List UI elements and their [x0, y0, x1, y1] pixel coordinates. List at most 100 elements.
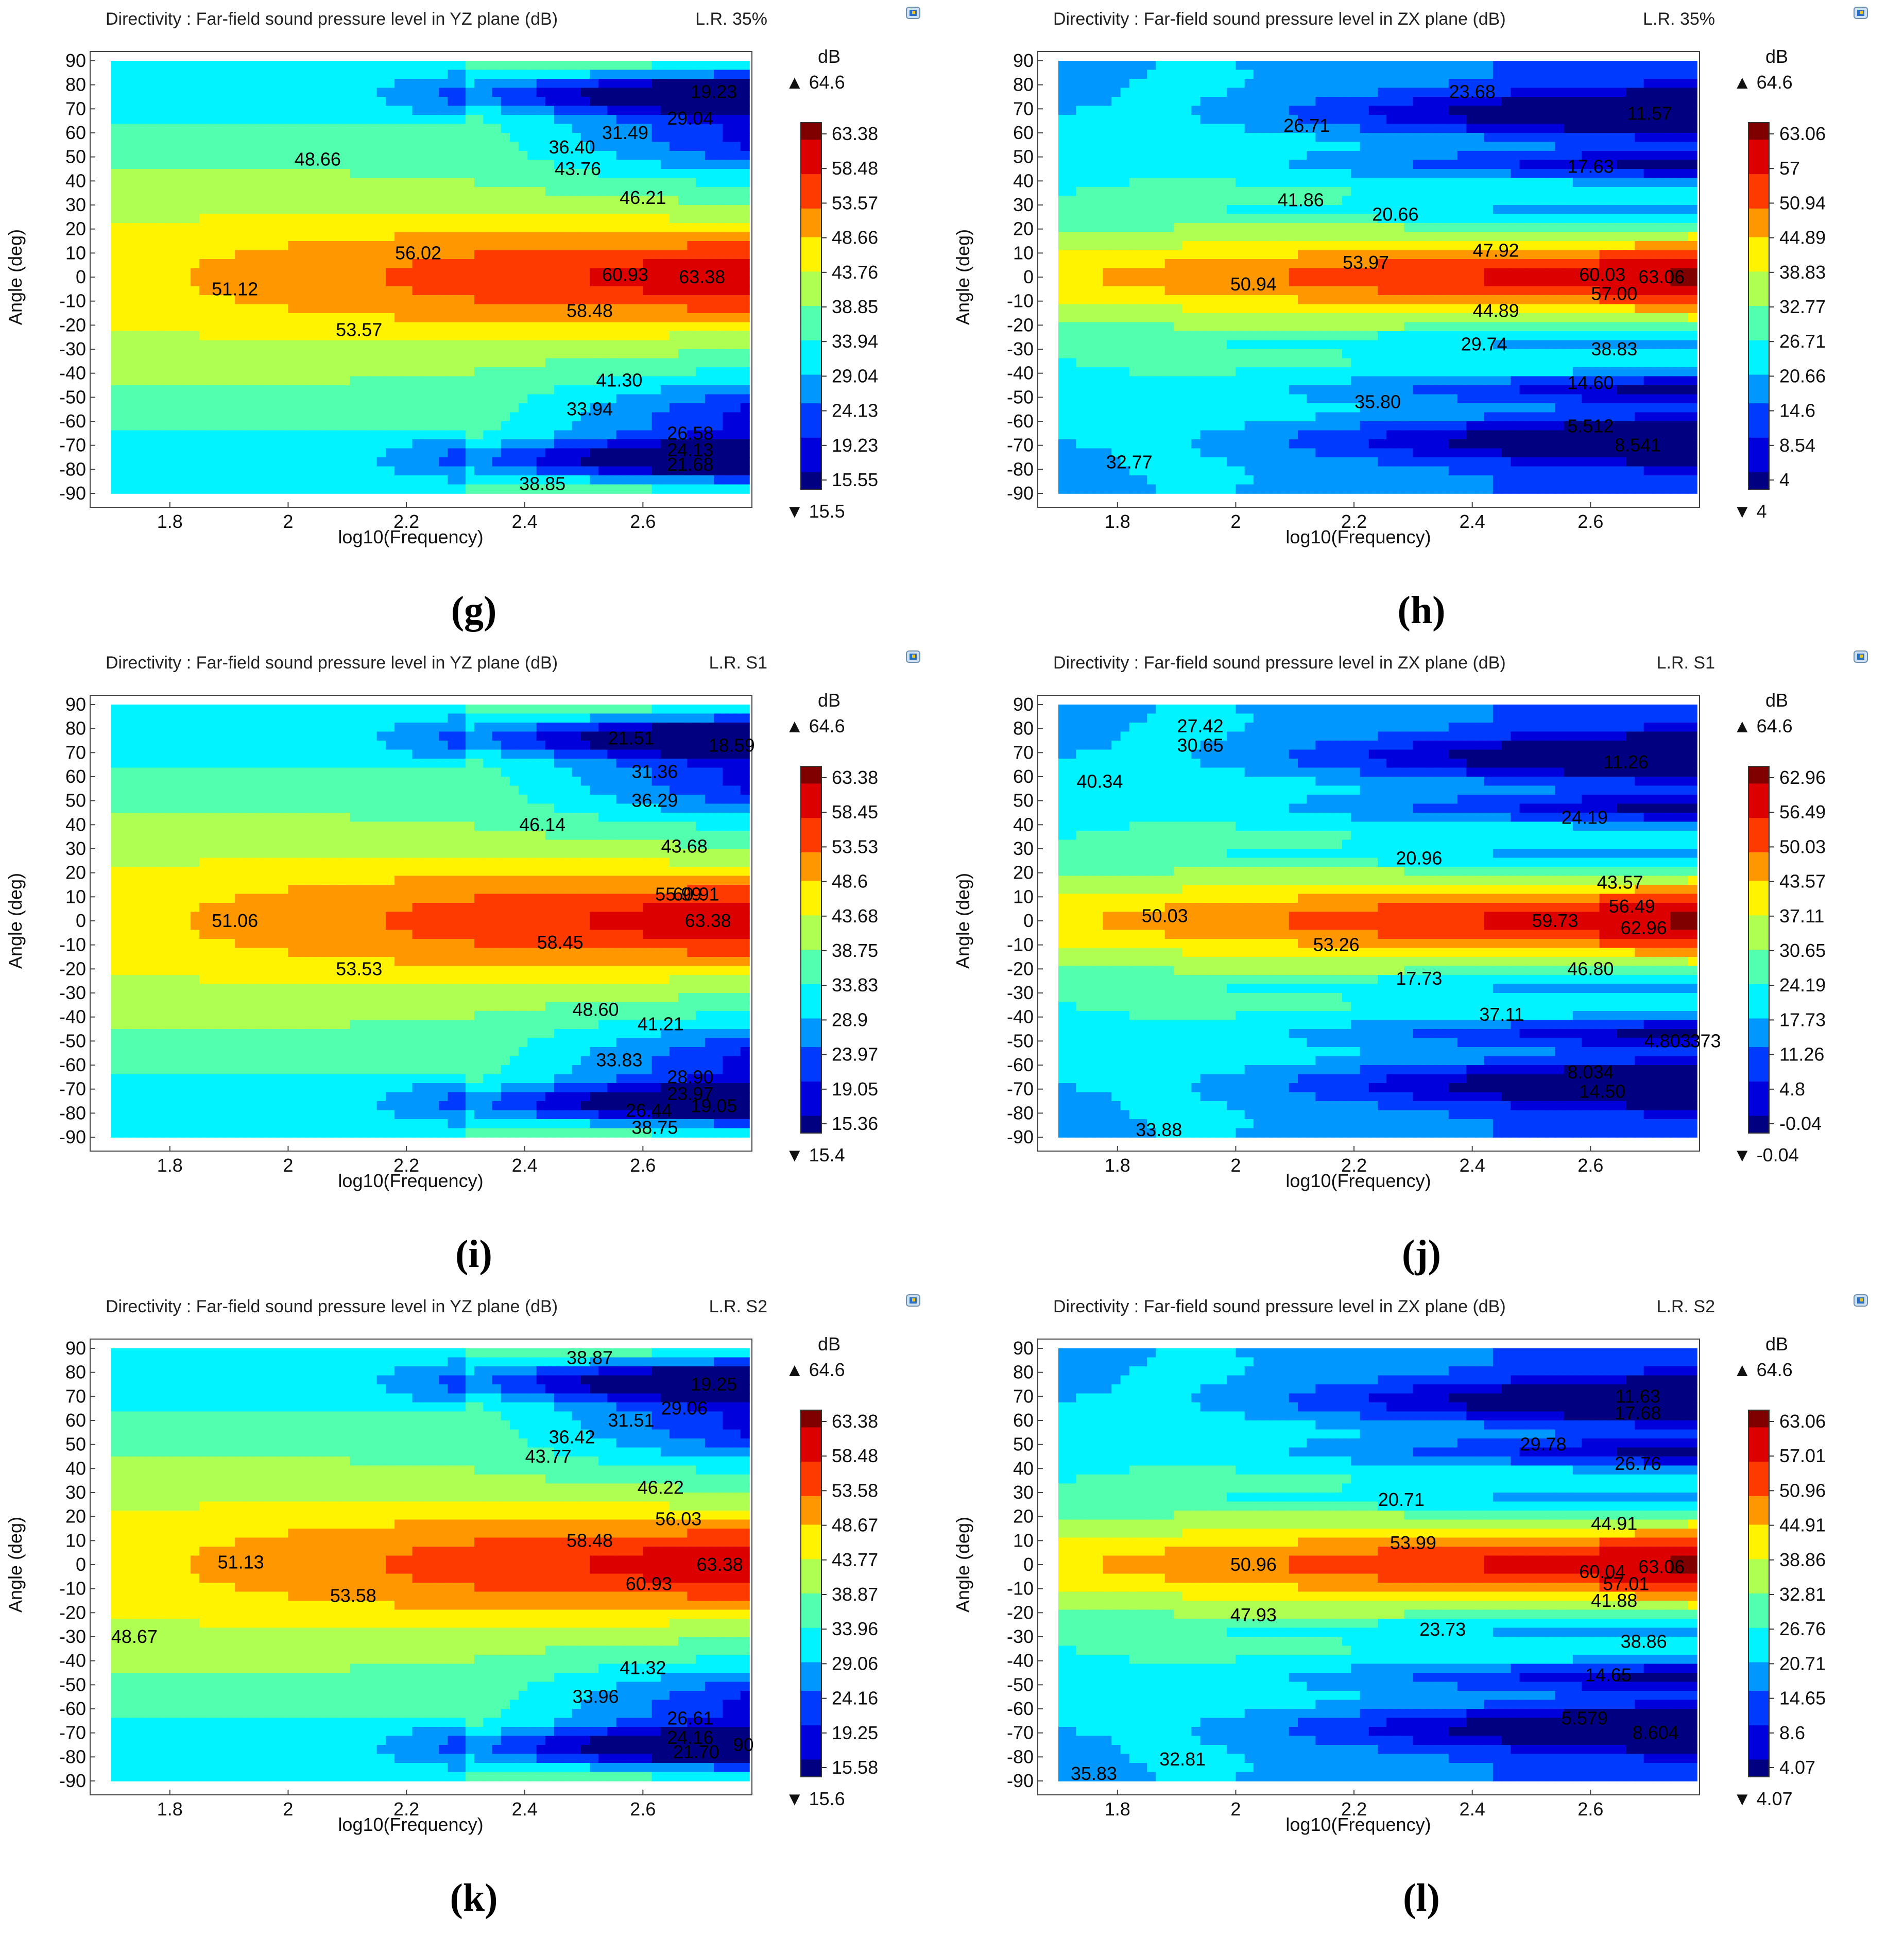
heatmap-cell	[1244, 133, 1254, 143]
heatmap-cell	[519, 250, 528, 260]
heatmap-cell	[1298, 124, 1307, 133]
heatmap-cell	[1262, 403, 1272, 413]
heatmap-cell	[590, 79, 599, 89]
heatmap-cell	[474, 250, 484, 260]
heatmap-cell	[270, 367, 280, 377]
contour-label: 31.49	[602, 122, 648, 143]
heatmap-cell	[208, 133, 218, 143]
contour-label: 60.93	[602, 264, 648, 285]
heatmap-cell	[421, 268, 431, 278]
heatmap-cell	[323, 115, 333, 125]
heatmap-cell	[448, 61, 457, 71]
colorbar-band	[801, 352, 821, 358]
heatmap-cell	[430, 475, 439, 485]
heatmap-cell	[226, 268, 235, 278]
heatmap-cell	[261, 358, 271, 368]
heatmap-cell	[598, 331, 608, 341]
heatmap-cell	[421, 79, 431, 89]
heatmap-cell	[1236, 466, 1245, 476]
heatmap-cell	[315, 295, 324, 305]
heatmap-cell	[208, 232, 218, 242]
heatmap-cell	[1173, 421, 1183, 431]
heatmap-cell	[660, 394, 670, 404]
heatmap-cell	[1227, 115, 1237, 125]
heatmap-cell	[1236, 79, 1245, 89]
heatmap-cell	[1191, 178, 1201, 187]
heatmap-cell	[1280, 475, 1290, 485]
heatmap-cell	[385, 196, 395, 205]
heatmap-cell	[643, 70, 653, 79]
heatmap-cell	[235, 394, 245, 404]
heatmap-cell	[1236, 115, 1245, 125]
heatmap-cell	[590, 196, 599, 205]
heatmap-cell	[1173, 349, 1183, 359]
heatmap-cell	[607, 205, 617, 215]
heatmap-cell	[315, 250, 324, 260]
heatmap-cell	[705, 97, 714, 107]
heatmap-cell	[119, 61, 129, 71]
heatmap-cell	[1111, 277, 1121, 287]
heatmap-cell	[1182, 88, 1192, 97]
heatmap-cell	[368, 331, 378, 341]
heatmap-cell	[1173, 97, 1183, 107]
heatmap-cell	[527, 79, 537, 89]
heatmap-cell	[191, 286, 200, 296]
heatmap-cell	[252, 259, 262, 269]
heatmap-cell	[146, 178, 156, 187]
heatmap-cell	[173, 142, 182, 151]
heatmap-cell	[297, 187, 306, 197]
heatmap-cell	[146, 124, 156, 133]
heatmap-cell	[181, 376, 191, 386]
heatmap-cell	[616, 286, 626, 296]
heatmap-cell	[1200, 70, 1210, 79]
heatmap-cell	[634, 205, 644, 215]
heatmap-cell	[137, 250, 147, 260]
heatmap-cell	[1138, 232, 1147, 242]
heatmap-cell	[670, 367, 679, 377]
heatmap-cell	[235, 151, 245, 161]
heatmap-cell	[1289, 457, 1298, 467]
heatmap-cell	[1298, 97, 1307, 107]
heatmap-cell	[181, 259, 191, 269]
heatmap-cell	[323, 61, 333, 71]
heatmap-cell	[1147, 457, 1157, 467]
heatmap-cell	[376, 421, 386, 431]
heatmap-cell	[1218, 304, 1227, 314]
heatmap-cell	[350, 259, 359, 269]
heatmap-cell	[545, 358, 555, 368]
heatmap-cell	[288, 61, 298, 71]
heatmap-cell	[1085, 106, 1094, 115]
heatmap-cell	[616, 448, 626, 458]
heatmap-cell	[332, 196, 342, 205]
heatmap-cell	[430, 394, 439, 404]
heatmap-cell	[199, 97, 209, 107]
heatmap-cell	[465, 241, 475, 251]
heatmap-cell	[1138, 277, 1147, 287]
heatmap-cell	[261, 295, 271, 305]
heatmap-cell	[270, 448, 280, 458]
heatmap-cell	[1164, 331, 1174, 341]
heatmap-cell	[607, 367, 617, 377]
heatmap-cell	[191, 484, 200, 494]
heatmap-cell	[660, 187, 670, 197]
heatmap-cell	[1085, 205, 1094, 215]
heatmap-cell	[341, 133, 351, 143]
heatmap-cell	[252, 385, 262, 395]
heatmap-cell	[554, 70, 564, 79]
heatmap-cell	[191, 214, 200, 224]
heatmap-cell	[235, 178, 245, 187]
heatmap-cell	[660, 367, 670, 377]
heatmap-cell	[625, 340, 634, 350]
heatmap-cell	[643, 475, 653, 485]
heatmap-cell	[1164, 133, 1174, 143]
heatmap-cell	[519, 340, 528, 350]
heatmap-cell	[394, 160, 404, 169]
heatmap-cell	[430, 250, 439, 260]
heatmap-cell	[492, 178, 502, 187]
heatmap-cell	[1147, 295, 1157, 305]
heatmap-cell	[297, 475, 306, 485]
heatmap-cell	[634, 106, 644, 115]
heatmap-cell	[563, 97, 573, 107]
heatmap-cell	[1289, 259, 1298, 269]
heatmap-cell	[439, 178, 449, 187]
